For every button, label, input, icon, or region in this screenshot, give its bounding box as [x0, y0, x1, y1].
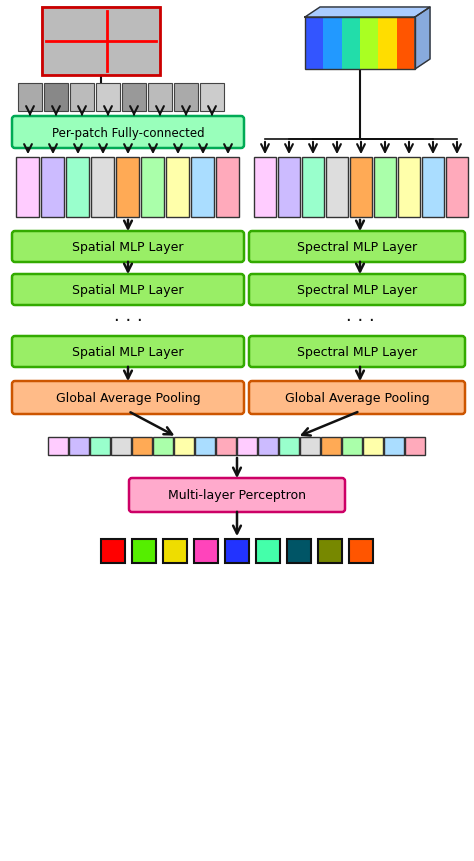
Bar — [287, 539, 311, 563]
Bar — [17, 158, 39, 218]
Text: · · ·: · · · — [346, 313, 374, 330]
FancyBboxPatch shape — [249, 232, 465, 263]
FancyBboxPatch shape — [129, 479, 345, 512]
Bar — [301, 437, 320, 455]
Bar — [42, 8, 160, 76]
Bar — [364, 437, 383, 455]
Bar — [350, 158, 372, 218]
Text: Per-patch Fully-connected: Per-patch Fully-connected — [52, 127, 204, 139]
Bar — [96, 84, 120, 112]
Bar — [349, 539, 373, 563]
Bar — [225, 539, 249, 563]
Bar — [42, 158, 64, 218]
Bar — [446, 158, 468, 218]
Text: Global Average Pooling: Global Average Pooling — [285, 392, 429, 405]
Bar — [117, 158, 139, 218]
Bar — [360, 18, 378, 70]
Bar — [66, 158, 90, 218]
Bar — [280, 437, 300, 455]
Bar — [101, 539, 125, 563]
Bar — [256, 539, 280, 563]
Bar — [374, 158, 396, 218]
Text: Spectral MLP Layer: Spectral MLP Layer — [297, 345, 417, 358]
FancyBboxPatch shape — [12, 381, 244, 414]
Bar — [174, 437, 194, 455]
Bar — [42, 8, 160, 76]
Bar — [191, 158, 215, 218]
Bar — [48, 437, 69, 455]
Bar — [91, 158, 115, 218]
Bar — [278, 158, 300, 218]
Bar — [258, 437, 279, 455]
Bar — [163, 539, 187, 563]
Polygon shape — [415, 8, 430, 70]
Bar — [91, 437, 110, 455]
Bar — [237, 437, 257, 455]
Bar — [422, 158, 444, 218]
Bar — [217, 158, 239, 218]
FancyBboxPatch shape — [249, 381, 465, 414]
Bar — [166, 158, 190, 218]
FancyBboxPatch shape — [249, 337, 465, 368]
Bar — [343, 437, 363, 455]
Bar — [18, 84, 42, 112]
Bar — [397, 18, 415, 70]
Bar — [217, 437, 237, 455]
Bar — [70, 437, 90, 455]
Bar — [254, 158, 276, 218]
Text: Spectral MLP Layer: Spectral MLP Layer — [297, 241, 417, 254]
Bar — [148, 84, 172, 112]
Bar — [305, 18, 323, 70]
Bar — [194, 539, 218, 563]
Text: Spatial MLP Layer: Spatial MLP Layer — [72, 345, 184, 358]
Bar — [305, 18, 415, 70]
FancyBboxPatch shape — [12, 117, 244, 149]
Bar — [122, 84, 146, 112]
Text: · · ·: · · · — [114, 313, 142, 330]
Bar — [405, 437, 426, 455]
FancyBboxPatch shape — [12, 275, 244, 306]
Bar — [342, 18, 360, 70]
Bar — [174, 84, 198, 112]
Bar — [133, 437, 153, 455]
Bar — [384, 437, 404, 455]
FancyBboxPatch shape — [12, 232, 244, 263]
Bar — [302, 158, 324, 218]
Bar — [318, 539, 342, 563]
Text: Global Average Pooling: Global Average Pooling — [55, 392, 201, 405]
Bar — [132, 539, 156, 563]
Bar — [44, 84, 68, 112]
Text: Spectral MLP Layer: Spectral MLP Layer — [297, 283, 417, 297]
FancyBboxPatch shape — [12, 337, 244, 368]
Bar — [326, 158, 348, 218]
Text: Spatial MLP Layer: Spatial MLP Layer — [72, 283, 184, 297]
Polygon shape — [305, 8, 430, 18]
Bar — [111, 437, 131, 455]
Bar — [321, 437, 341, 455]
Bar — [398, 158, 420, 218]
Bar — [323, 18, 342, 70]
Bar — [195, 437, 216, 455]
Bar — [378, 18, 397, 70]
Bar — [154, 437, 173, 455]
Bar — [142, 158, 164, 218]
Text: Spatial MLP Layer: Spatial MLP Layer — [72, 241, 184, 254]
Text: Multi-layer Perceptron: Multi-layer Perceptron — [168, 489, 306, 502]
Bar — [70, 84, 94, 112]
Bar — [200, 84, 224, 112]
FancyBboxPatch shape — [249, 275, 465, 306]
